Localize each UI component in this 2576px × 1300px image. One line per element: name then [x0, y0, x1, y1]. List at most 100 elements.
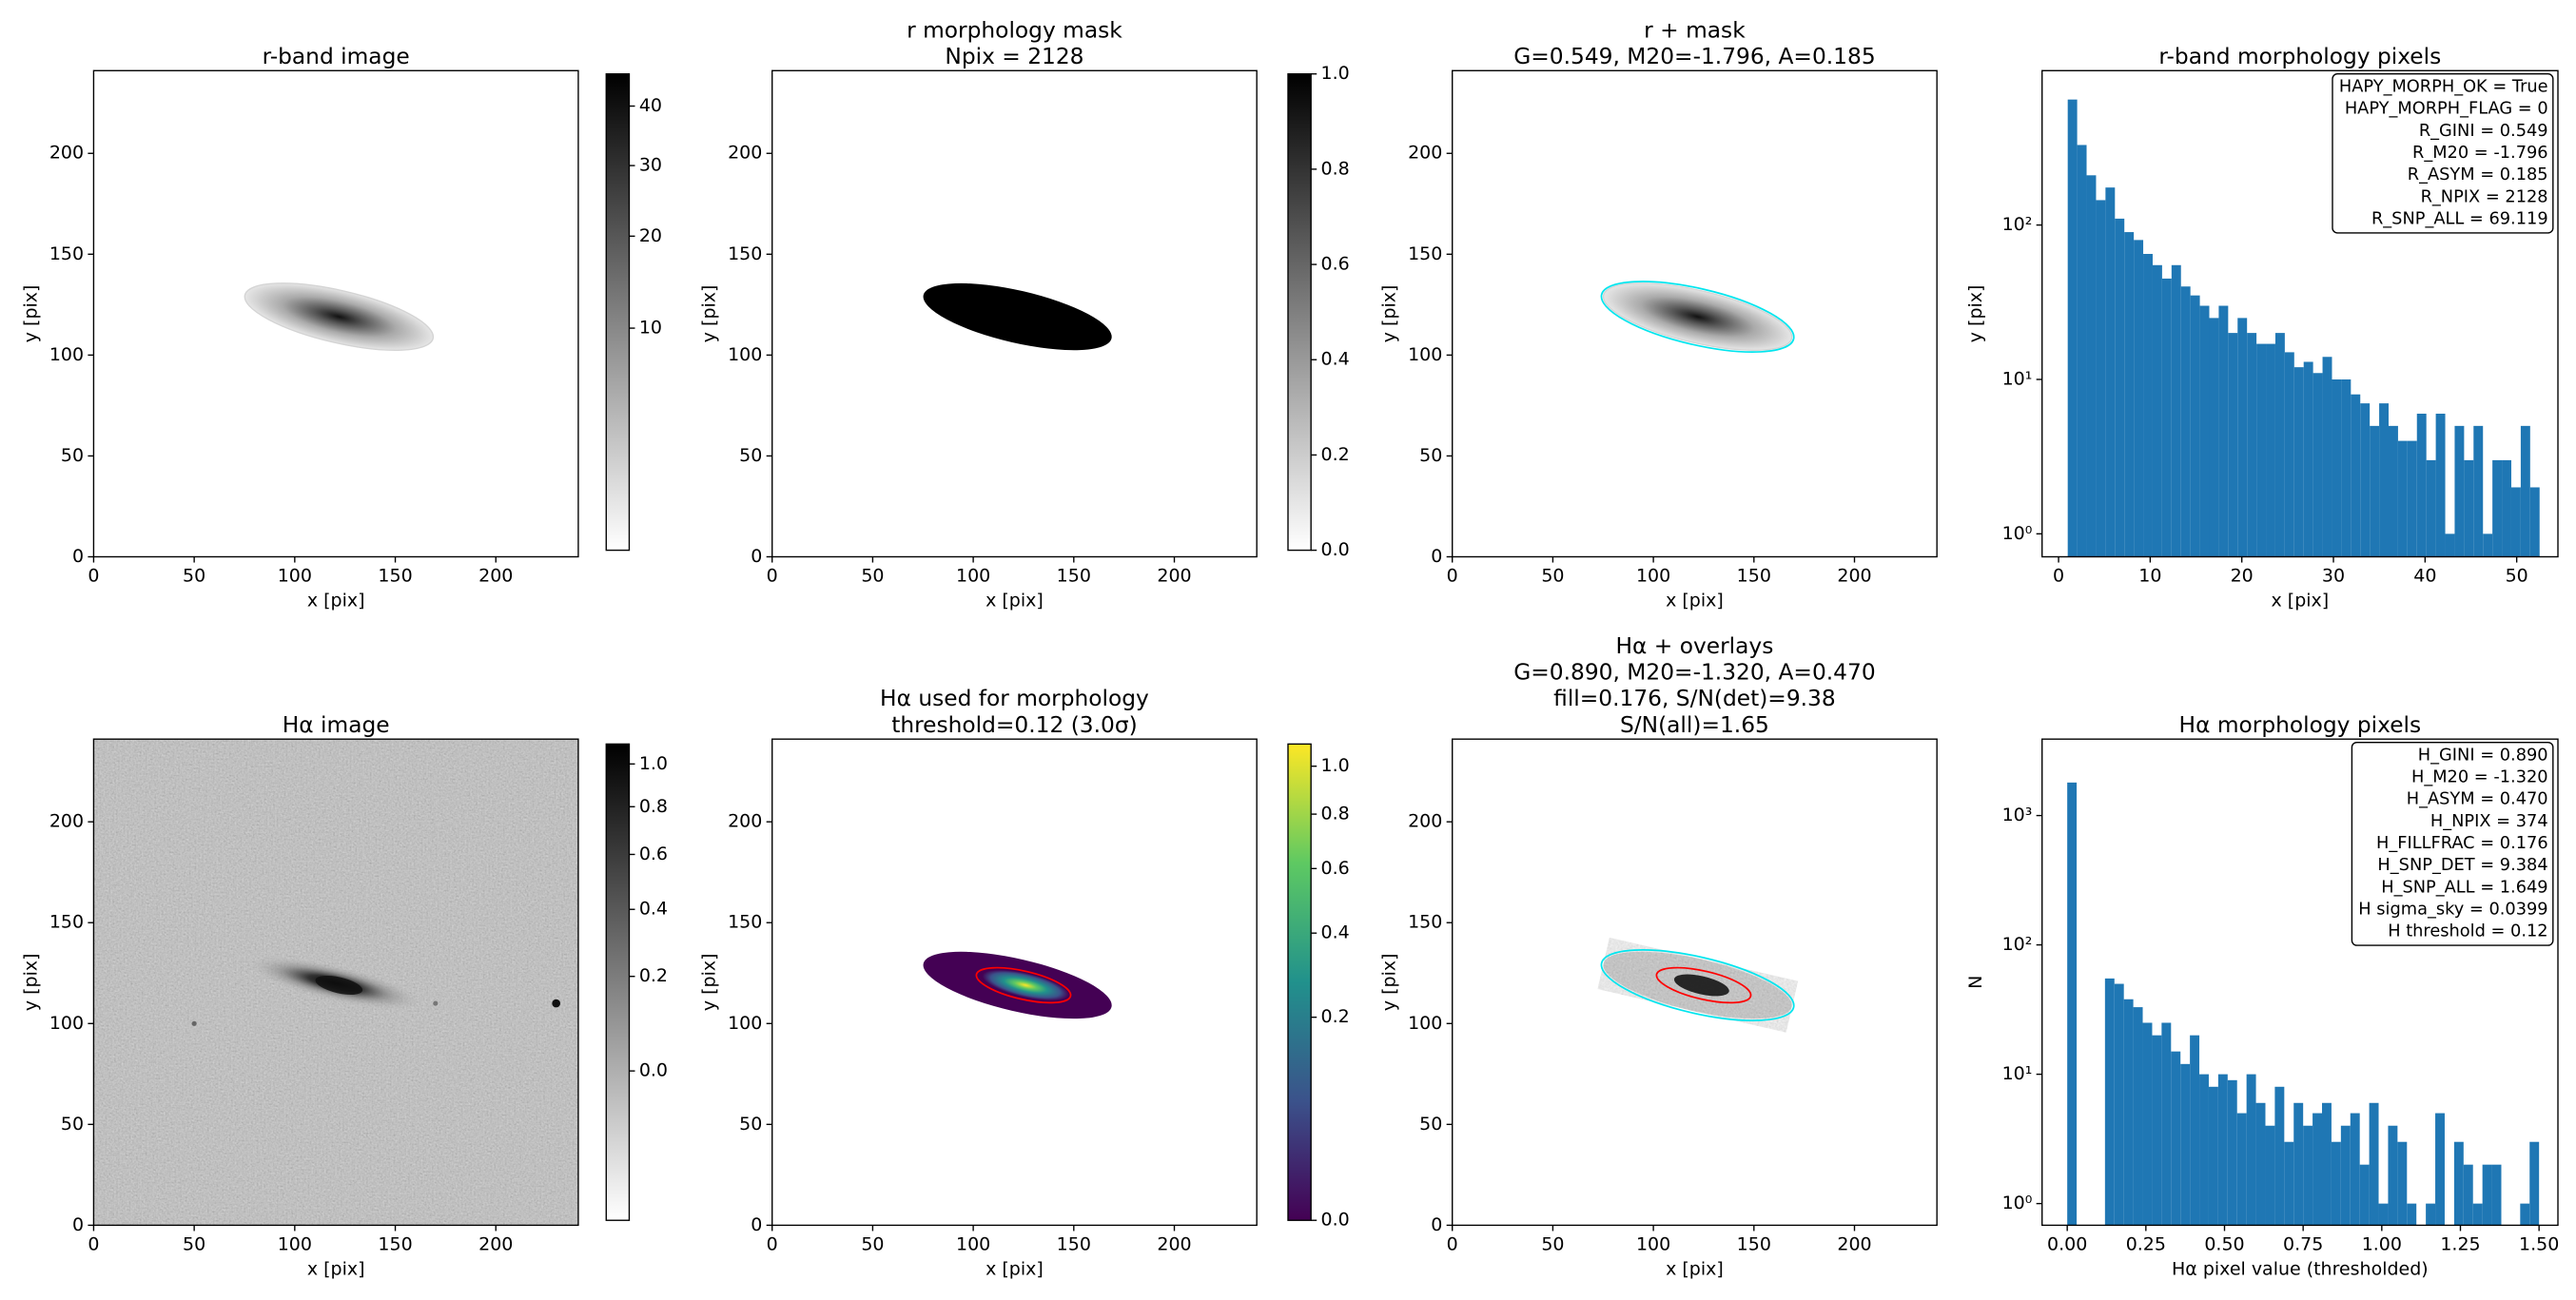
x-axis-label: x [pix] [307, 591, 365, 611]
colorbar-tick-label: 0.0 [1321, 539, 1350, 560]
x-tick-label: 50 [183, 1234, 205, 1255]
y-tick-label: 0 [72, 546, 84, 567]
histogram-bar [2483, 534, 2493, 557]
histogram-bar [2115, 218, 2125, 557]
histogram-bar [2077, 145, 2087, 557]
x-tick-label: 0 [1447, 1234, 1458, 1255]
galaxy-core [1673, 974, 1729, 997]
x-tick-label: 50 [861, 566, 884, 587]
x-axis-label: x [pix] [986, 591, 1044, 611]
histogram-bar [2171, 264, 2181, 557]
x-tick-label: 200 [1837, 566, 1871, 587]
y-tick-label: 10¹ [2002, 368, 2033, 389]
colorbar-tick-label: 0.2 [1321, 444, 1350, 465]
histogram-bar [2209, 318, 2219, 557]
x-tick-label: 1.00 [2362, 1234, 2402, 1255]
y-tick-label: 100 [728, 344, 762, 365]
colorbar-tick-label: 40 [639, 95, 662, 116]
colorbar-tick-label: 0.6 [1321, 858, 1350, 879]
annotation-line: H_SNP_DET = 9.384 [2377, 855, 2547, 875]
y-tick-label: 50 [1419, 1114, 1442, 1135]
y-axis-label: N [1965, 976, 1986, 989]
x-tick-label: 1.25 [2440, 1234, 2480, 1255]
histogram-bar [2123, 999, 2134, 1226]
annotation-line: R_ASYM = 0.185 [2408, 165, 2548, 184]
colorbar-tick-label: 0.0 [1321, 1210, 1350, 1231]
colorbar-tick-label: 0.6 [639, 844, 668, 864]
colorbar-tick-label: 20 [639, 225, 662, 246]
axes-frame [2041, 738, 2559, 1227]
histogram-bar [2293, 367, 2304, 557]
histogram-bar [2067, 99, 2078, 557]
histogram-bar [2142, 1022, 2153, 1226]
histogram-bar [2284, 352, 2294, 557]
panel-title: G=0.549, M20=-1.796, A=0.185 [1513, 44, 1875, 69]
panel-title: r-band morphology pixels [2158, 44, 2441, 69]
histogram-bar [2502, 459, 2511, 557]
histogram-bar [2407, 440, 2417, 557]
panel-title: S/N(all)=1.65 [1620, 712, 1769, 738]
histogram-bar [2454, 425, 2465, 557]
histogram-bar [2104, 978, 2115, 1226]
y-tick-label: 150 [49, 243, 84, 264]
y-tick-label: 100 [1408, 1013, 1442, 1034]
histogram-bar [2313, 373, 2323, 557]
annotation-line: H_FILLFRAC = 0.176 [2376, 833, 2548, 853]
histogram-bar [2133, 1007, 2143, 1226]
histogram-bar [2322, 1102, 2332, 1226]
mask-region [923, 282, 1112, 351]
histogram-bar [2217, 1074, 2228, 1226]
annotation-line: H_ASYM = 0.470 [2407, 789, 2548, 809]
x-tick-label: 0.75 [2283, 1234, 2323, 1255]
histogram-bar [2388, 1125, 2398, 1226]
annotation-background [2332, 73, 2554, 234]
colorbar [1287, 743, 1312, 1221]
panel-title: Hα used for morphology [880, 686, 1149, 711]
x-tick-label: 150 [378, 1234, 412, 1255]
x-tick-label: 100 [956, 566, 990, 587]
histogram-bar [2435, 414, 2446, 557]
axes-frame [771, 738, 1258, 1227]
colorbar [605, 73, 631, 552]
histogram-bar [2426, 1203, 2436, 1226]
y-tick-label: 10³ [2002, 805, 2033, 825]
colorbar-tick-label: 0.8 [639, 796, 668, 817]
y-tick-label: 150 [728, 912, 762, 933]
x-tick-label: 0 [767, 566, 778, 587]
histogram-bar [2143, 254, 2153, 557]
colorbar-tick-label: 10 [639, 318, 662, 339]
x-tick-label: 200 [478, 566, 513, 587]
colorbar-tick-label: 0.4 [639, 899, 668, 920]
colorbar-tick-label: 1.0 [1321, 63, 1350, 84]
y-tick-label: 10¹ [2002, 1063, 2033, 1084]
x-tick-label: 20 [2231, 566, 2254, 587]
panel-title: Hα image [283, 712, 390, 738]
y-tick-label: 200 [728, 143, 762, 164]
histogram-bar [2161, 278, 2172, 557]
y-tick-label: 200 [1408, 811, 1442, 832]
y-tick-label: 200 [49, 143, 84, 164]
annotation-background [2351, 741, 2554, 946]
y-tick-label: 0 [1431, 1214, 1442, 1235]
histogram-bar [2370, 425, 2380, 557]
histogram-bar [2520, 1203, 2530, 1226]
histogram-bar [2293, 1102, 2304, 1226]
colorbar-tick-label: 0.6 [1321, 254, 1350, 275]
y-tick-label: 50 [61, 445, 84, 466]
y-tick-label: 200 [49, 811, 84, 832]
histogram-bar [2266, 343, 2275, 557]
annotation-line: H_M20 = -1.320 [2411, 767, 2548, 787]
histogram-bar [2359, 1164, 2370, 1226]
spot [433, 1000, 439, 1006]
x-axis-label: Hα pixel value (thresholded) [2172, 1259, 2429, 1280]
histogram-bar [2067, 782, 2078, 1226]
histogram-bar [2180, 286, 2191, 557]
panel: Hα morphology pixels 0.00 0.25 0.50 0.75 1.00… [1965, 712, 2559, 1280]
star [552, 999, 560, 1008]
histogram-bar [2199, 1074, 2209, 1226]
x-tick-label: 10 [2138, 566, 2161, 587]
panel-title: Npix = 2128 [945, 44, 1083, 69]
x-tick-label: 100 [1636, 566, 1670, 587]
histogram-bar [2265, 1125, 2275, 1226]
